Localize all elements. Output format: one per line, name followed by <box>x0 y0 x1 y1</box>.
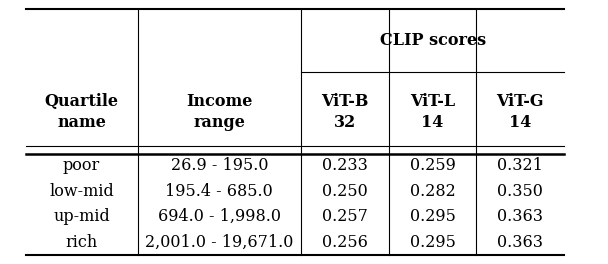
Text: 0.321: 0.321 <box>497 157 544 174</box>
Text: 694.0 - 1,998.0: 694.0 - 1,998.0 <box>157 208 281 225</box>
Text: 0.295: 0.295 <box>410 234 455 251</box>
Text: low-mid: low-mid <box>49 183 114 200</box>
Text: rich: rich <box>66 234 98 251</box>
Text: 0.350: 0.350 <box>497 183 544 200</box>
Text: 0.363: 0.363 <box>497 208 544 225</box>
Text: 0.233: 0.233 <box>322 157 368 174</box>
Text: 0.257: 0.257 <box>322 208 368 225</box>
Text: 0.250: 0.250 <box>322 183 368 200</box>
Text: ViT-L
14: ViT-L 14 <box>410 93 455 131</box>
Text: 0.295: 0.295 <box>410 208 455 225</box>
Text: 0.363: 0.363 <box>497 234 544 251</box>
Text: up-mid: up-mid <box>54 208 110 225</box>
Text: 0.256: 0.256 <box>322 234 368 251</box>
Text: 0.259: 0.259 <box>410 157 455 174</box>
Text: CLIP scores: CLIP scores <box>379 32 486 49</box>
Text: 0.282: 0.282 <box>410 183 455 200</box>
Text: Income
range: Income range <box>186 93 252 131</box>
Text: 26.9 - 195.0: 26.9 - 195.0 <box>170 157 268 174</box>
Text: ViT-G
14: ViT-G 14 <box>497 93 544 131</box>
Text: poor: poor <box>63 157 100 174</box>
Text: ViT-B
32: ViT-B 32 <box>321 93 368 131</box>
Text: 2,001.0 - 19,671.0: 2,001.0 - 19,671.0 <box>145 234 294 251</box>
Text: Quartile
name: Quartile name <box>44 93 119 131</box>
Text: 195.4 - 685.0: 195.4 - 685.0 <box>165 183 273 200</box>
